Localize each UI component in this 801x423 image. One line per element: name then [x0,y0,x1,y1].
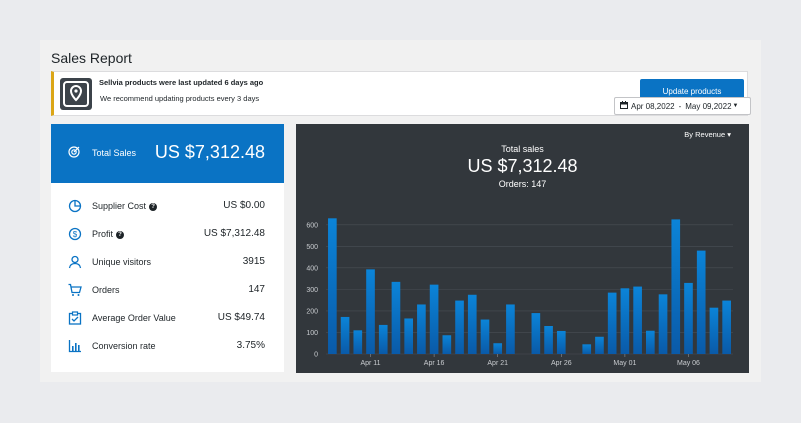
sales-report-panel: Sales Report Sellvia products were last … [40,40,761,382]
bar[interactable] [353,330,363,354]
y-tick-label: 100 [306,330,318,337]
calendar-icon [620,101,628,111]
stat-value: 3915 [242,256,265,267]
bar[interactable] [417,304,426,354]
y-tick-label: 600 [306,222,318,229]
x-tick-label: Apr 16 [424,360,445,367]
bar[interactable] [480,319,490,354]
user-icon [68,255,82,269]
x-tick-label: Apr 21 [487,360,508,367]
bar[interactable] [391,281,401,354]
bar[interactable] [455,300,464,354]
chevron-down-icon: ▾ [727,130,731,139]
clipboard-check-icon [68,311,82,325]
stat-label: Orders [92,285,120,295]
stat-label: Conversion rate [92,341,156,351]
bar[interactable] [646,330,655,354]
stat-value: US $7,312.48 [203,228,265,239]
stat-row-average-order-value: Average Order Value US $49.74 [51,308,284,328]
bar[interactable] [493,343,503,354]
bar[interactable] [442,335,452,354]
stat-value: 3.75% [236,340,265,351]
total-sales-value: US $7,312.48 [154,142,265,162]
x-tick-label: Apr 26 [551,360,572,367]
y-tick-label: 300 [306,287,318,294]
bar[interactable] [328,218,337,354]
help-icon[interactable]: ? [149,203,158,211]
cart-icon [68,283,82,297]
x-tick-label: Apr 11 [360,360,380,367]
stat-row-unique-visitors: Unique visitors 3915 [51,252,284,272]
pie-chart-icon [68,199,82,213]
stat-row-conversion-rate: Conversion rate 3.75% [51,336,284,356]
bar[interactable] [709,307,719,354]
bar[interactable] [404,318,413,354]
bar[interactable] [620,288,630,354]
bar[interactable] [684,282,693,354]
target-icon [68,145,80,163]
y-tick-label: 200 [306,308,318,315]
page-title: Sales Report [51,50,132,66]
bar[interactable] [595,336,604,354]
total-sales-label: Total Sales [92,148,137,158]
y-tick-label: 0 [314,352,318,359]
chevron-down-icon: ▼ [732,103,739,109]
svg-text:$: $ [73,230,78,239]
total-sales-box: Total Sales US $7,312.48 [51,124,284,183]
bar[interactable] [633,286,642,354]
sales-bar-chart: 0 100 200 300 400 500 600 Apr 11 Apr 16 Apr 21 Apr… [306,218,733,367]
summary-card: Total Sales US $7,312.48 Supplier Cost? … [51,124,284,372]
bar[interactable] [671,219,681,354]
date-from: Apr 08,2022 [631,101,675,111]
update-notice: Sellvia products were last updated 6 day… [51,71,748,116]
date-to: May 09,2022 [685,101,732,111]
notice-subtitle: We recommend updating products every 3 d… [100,94,260,103]
bar[interactable] [429,284,439,354]
update-products-button[interactable]: Update products [640,79,744,101]
stat-label: Unique visitors [92,257,152,267]
x-tick-label: May 01 [613,360,636,367]
map-pin-icon [60,78,92,110]
sort-dropdown[interactable]: By Revenue ▾ [684,130,731,139]
bar[interactable] [467,294,477,354]
stat-row-orders: Orders 147 [51,280,284,300]
y-tick-label: 400 [306,265,318,272]
bar[interactable] [340,316,350,354]
chart-orders: Orders: 147 [498,179,547,189]
date-separator: - [678,101,682,111]
sales-chart-card: 0 100 200 300 400 500 600 Apr 11 Apr 16 Apr 21 Apr… [296,124,749,373]
notice-title: Sellvia products were last updated 6 day… [99,78,264,87]
stat-row-supplier-cost: Supplier Cost? US $0.00 [51,196,284,216]
bar-chart-icon [68,339,82,353]
bar[interactable] [556,330,566,354]
stat-value: US $0.00 [223,200,265,211]
bar[interactable] [658,294,668,354]
chart-total: US $7,312.48 [467,156,578,176]
stat-label: Supplier Cost? [92,201,158,211]
y-tick-label: 500 [306,244,318,251]
bar[interactable] [696,250,706,354]
date-range-picker[interactable]: Apr 08,2022 - May 09,2022 ▼ [614,97,751,115]
stat-label: Average Order Value [92,313,176,323]
stat-value: US $49.74 [217,312,265,323]
stat-row-profit: $ Profit? US $7,312.48 [51,224,284,244]
bar[interactable] [607,292,617,354]
chart-title: Total sales [501,144,544,154]
x-tick-label: May 06 [677,360,700,367]
stat-label: Profit? [92,229,125,239]
bar[interactable] [378,324,388,354]
stat-value: 147 [248,284,265,295]
bar[interactable] [582,344,592,354]
bar[interactable] [366,269,375,354]
help-icon[interactable]: ? [116,231,125,239]
bar[interactable] [506,304,515,354]
bar[interactable] [722,300,731,354]
bar[interactable] [544,326,553,354]
bar[interactable] [531,313,541,354]
dollar-circle-icon: $ [68,227,82,241]
